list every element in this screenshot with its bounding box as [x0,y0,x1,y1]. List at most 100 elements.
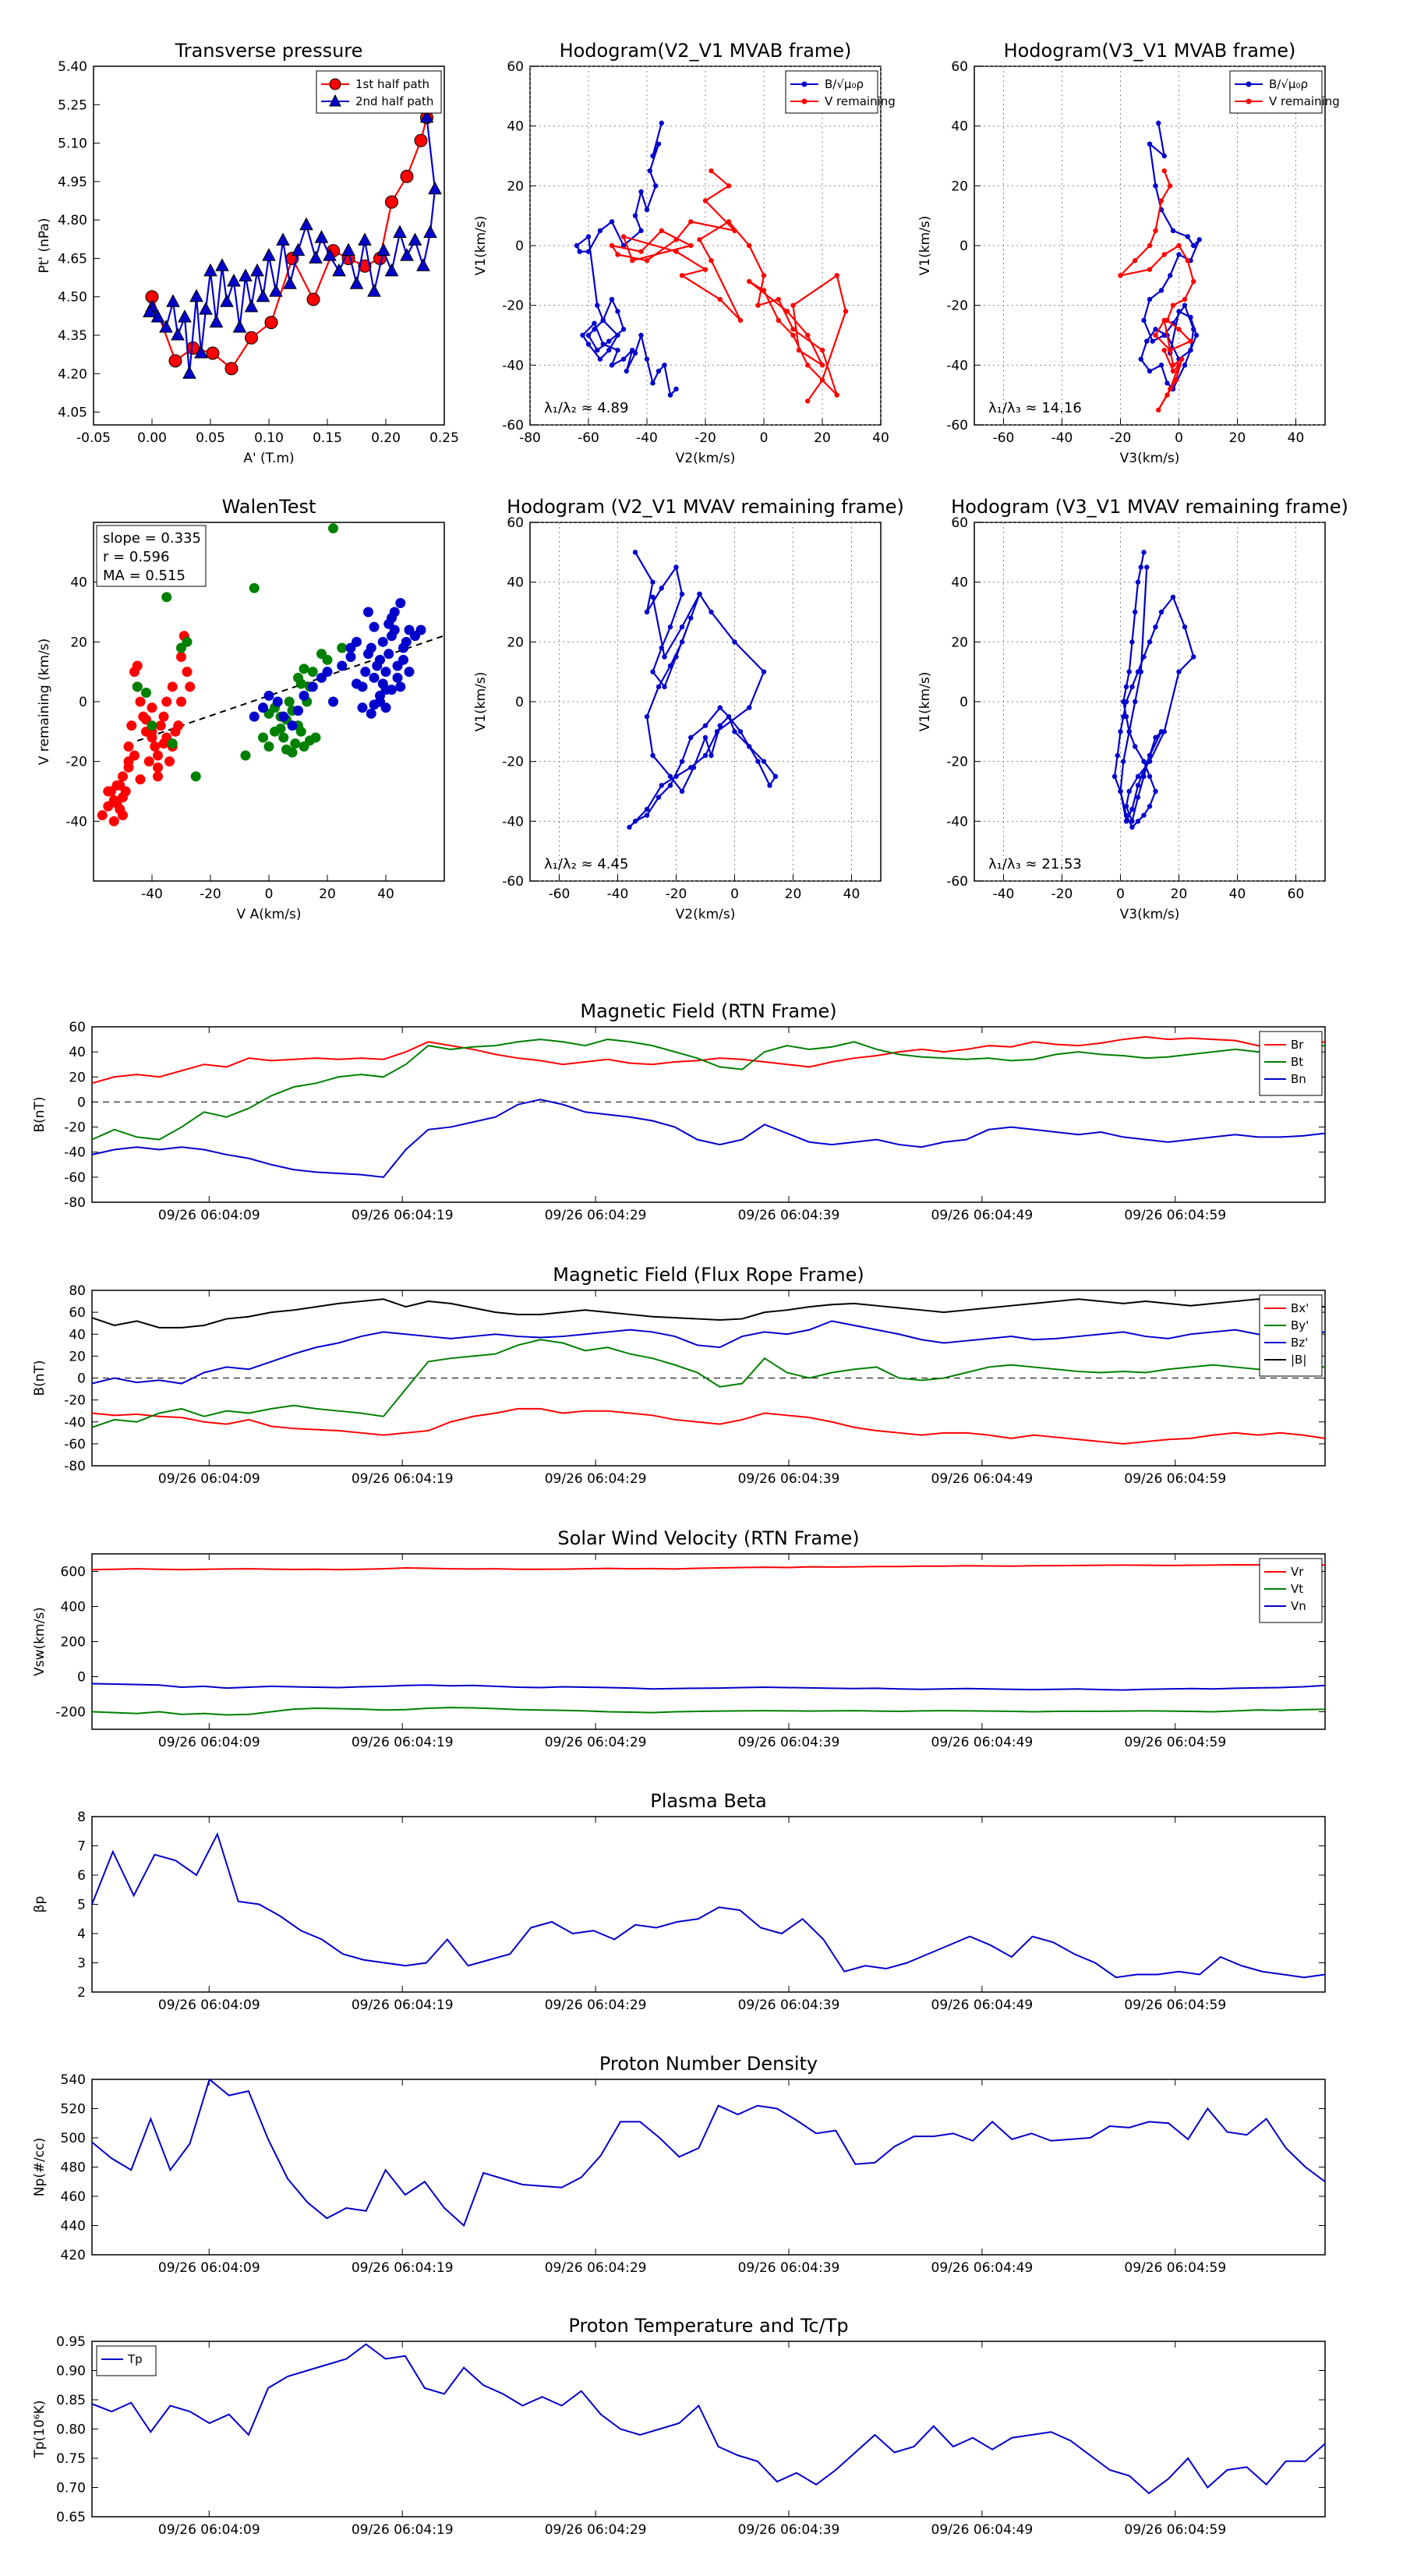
vsw-panel: Solar Wind Velocity (RTN Frame) -200 0 200 4… [32,1527,1326,1750]
beta-series-p-line [92,1831,1325,1979]
h1-point-V [615,252,620,257]
np-ytick-label: 540 [61,2072,86,2088]
pt-point-2nd half path [291,242,306,257]
h1-point-B [615,347,620,353]
h3-point-V [714,729,720,734]
h2-point-B [1170,228,1176,234]
wt-point-blue [322,667,333,678]
wt-point-red [176,696,186,707]
h3-point-V [709,752,714,759]
wt-point-red [158,738,169,749]
h4-point-V [1147,759,1153,764]
mag_rtn-frame [91,1026,1326,1203]
pt-point-1st half path [245,331,258,345]
np-ylabel: Np(#/cc) [32,2138,48,2196]
h4-series-V-line [1113,552,1195,829]
pt-point-2nd half path [171,327,185,341]
vsw-legend-label: Vr [1291,1565,1304,1579]
h1-point-B [600,341,606,347]
np-ytick-label: 420 [61,2248,86,2263]
h4-point-V [1141,759,1147,764]
h4-point-V [1147,639,1153,645]
beta-xtick-label: 09/26 06:04:29 [545,1997,647,2013]
mag_rtn-legend-label: Br [1291,1038,1304,1052]
vsw-ytick-label: 600 [61,1565,86,1580]
h2-point-V [1176,327,1182,332]
h4-ytick-label: 20 [951,635,968,650]
h4-point-V [1153,788,1158,794]
wt-point-blue [352,678,362,689]
wt-stats-frame [96,525,207,587]
h1-legend-label: V remaining [825,94,896,108]
mag_rtn-series-Bt-line [92,1039,1325,1141]
h1-eigen-ratio: λ₁/λ₂ ≈ 4.89 [544,400,628,416]
wt-point-red [176,652,186,662]
h1-point-V [761,273,767,278]
h3-point-V [709,609,714,615]
h4-xtick-label: 20 [1171,886,1188,902]
h2-point-B [1153,327,1158,332]
h3-xtick-label: 0 [730,886,739,902]
h1-point-B [667,392,673,398]
h1-point-B [606,347,612,353]
pt-point-1st half path [168,354,182,368]
wt-point-blue [299,690,309,701]
h1-point-V [659,228,664,234]
h2-point-V [1153,332,1158,338]
wt-point-green [190,771,201,782]
h2-point-V [1164,392,1170,398]
h3-point-V [747,705,752,710]
pt-point-2nd half path [314,230,329,243]
h4-point-V [1123,819,1129,824]
h2-point-V [1168,183,1173,189]
mag_fr-title: Magnetic Field (Flux Rope Frame) [553,1264,864,1286]
mag_rtn-ytick-label: -20 [64,1120,86,1136]
wt-point-red [164,756,175,767]
h1-point-B [620,327,627,332]
h1-ylabel: V1(km/s) [473,216,489,276]
pt-point-1st half path [306,292,320,306]
wt-panel: WalenTest -40 -20 0 20 40 -40 -20 0 20 40 V A(km/s)… [37,496,445,922]
vsw-xtick-label: 09/26 06:04:49 [931,1735,1034,1750]
h2-point-V [1147,267,1153,272]
pt-ytick-label: 5.25 [58,97,87,113]
h4-point-V [1141,550,1147,555]
h2-point-V [1170,368,1176,374]
h2-title: Hodogram(V3_V1 MVAB frame) [1004,40,1296,62]
h3-point-V [673,654,679,660]
h2-point-B [1161,153,1167,159]
h3-point-V [644,812,650,818]
h1-point-V [726,183,732,189]
wt-point-blue [278,711,289,722]
h1-point-V [732,228,737,234]
h4-point-V [1158,609,1164,615]
h4-point-V [1111,773,1118,780]
h4-point-V [1191,654,1196,660]
h1-xtick-label: 0 [760,430,769,446]
vsw-ytick-label: 0 [77,1670,86,1686]
h1-point-V [761,288,767,293]
h4-ytick-label: 0 [959,695,968,710]
pt-xlabel: A' (T.m) [243,451,294,466]
h1-point-V [717,296,723,303]
h1-point-V [834,392,839,398]
vsw-ylabel: Vsw(km/s) [32,1607,48,1676]
h1-point-B [656,141,662,147]
mag_fr-ytick-label: -80 [64,1459,86,1474]
h2-point-B [1147,368,1153,374]
h3-point-V [632,550,638,555]
h1-point-V [776,296,781,303]
h2-point-V [1118,273,1123,278]
h4-point-V [1138,564,1143,570]
wt-point-blue [375,696,385,707]
h1-point-B [644,356,650,362]
pt-xtick-label: 0.20 [371,430,401,446]
wt-point-blue [366,708,376,719]
wt-point-blue [293,706,303,716]
wt-point-red [153,750,163,761]
h4-ytick-label: 40 [951,575,968,591]
h2-point-B [1158,288,1164,293]
h2-ytick-label: 0 [959,239,968,254]
